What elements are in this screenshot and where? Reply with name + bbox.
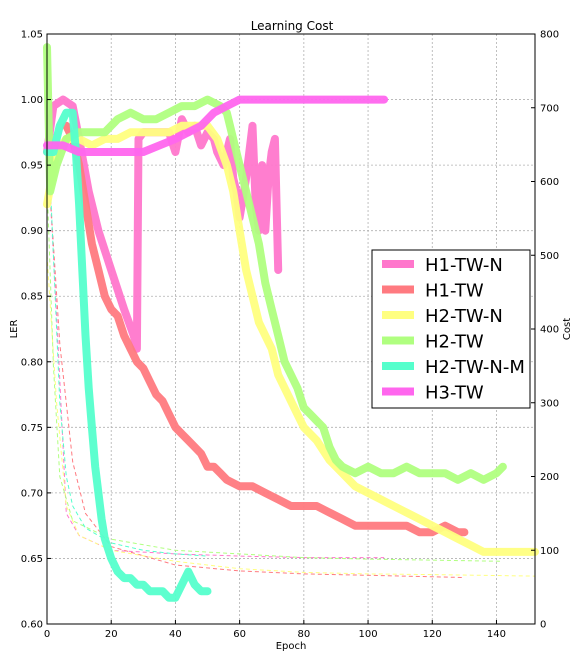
x-tick-label: 60 xyxy=(233,629,246,640)
y-tick-label: 0.90 xyxy=(21,226,43,237)
x-tick-label: 120 xyxy=(423,629,442,640)
legend-item-h3-tw: H3-TW xyxy=(382,383,484,404)
y2-tick-label: 0 xyxy=(540,620,546,631)
x-tick-label: 20 xyxy=(105,629,118,640)
x-tick-label: 80 xyxy=(297,629,310,640)
y-tick-label: 1.05 xyxy=(21,30,43,41)
ler-line-h1-tw xyxy=(62,121,469,537)
y2-tick-label: 600 xyxy=(540,177,559,188)
legend-item-h2-tw-n: H2-TW-N xyxy=(382,306,503,327)
x-tick-label: 40 xyxy=(169,629,182,640)
legend-item-h2-tw: H2-TW xyxy=(382,332,484,353)
y-tick-label: 0.95 xyxy=(21,161,43,172)
y-tick-label: 0.85 xyxy=(21,292,43,303)
y-axis-label: LER xyxy=(9,320,20,339)
legend-box xyxy=(371,249,531,409)
y2-tick-label: 500 xyxy=(540,251,559,262)
y2-tick-label: 200 xyxy=(540,472,559,483)
cost-line-h1-tw-n xyxy=(46,137,385,559)
ler-curves xyxy=(43,43,539,602)
y-tick-label: 0.80 xyxy=(21,357,43,368)
cost-line-h2-tw-n xyxy=(46,255,536,577)
y2-tick-label: 700 xyxy=(540,103,559,114)
y-tick-label: 0.70 xyxy=(21,488,43,499)
cost-line-h2-tw xyxy=(46,181,503,562)
y2-tick-label: 300 xyxy=(540,398,559,409)
y-tick-label: 0.65 xyxy=(21,554,43,565)
legend-label: H1-TW xyxy=(425,281,484,302)
x-tick-label: 140 xyxy=(487,629,506,640)
cost-curves xyxy=(46,107,536,578)
legend-label: H3-TW xyxy=(425,383,484,404)
legend-item-h1-tw: H1-TW xyxy=(382,281,484,302)
legend-label: H2-TW xyxy=(425,332,484,353)
legend: H1-TW-N H1-TW H2-TW-N H2-TW H2-TW-N-M H3-TW xyxy=(371,249,531,409)
y2-axis-ticks: 0 100 200 300 400 500 600 700 800 xyxy=(531,30,559,631)
x-tick-label: 0 xyxy=(44,629,50,640)
y-tick-label: 0.75 xyxy=(21,423,43,434)
y2-tick-label: 100 xyxy=(540,546,559,557)
x-tick-label: 100 xyxy=(359,629,378,640)
ler-line-h2-tw xyxy=(43,43,507,484)
y-tick-label: 0.60 xyxy=(21,620,43,631)
y2-tick-label: 800 xyxy=(540,30,559,41)
x-axis-label: Epoch xyxy=(276,641,307,652)
x-axis-ticks: 0 20 40 60 80 100 120 140 xyxy=(44,620,506,640)
legend-label: H2-TW-N-M xyxy=(425,357,525,378)
ler-line-h3-tw xyxy=(43,95,389,156)
y-axis-ticks: 0.60 0.65 0.70 0.75 0.80 0.85 0.90 0.95 1.00 1.05 xyxy=(21,30,51,631)
y2-tick-label: 400 xyxy=(540,325,559,336)
chart-title: Learning Cost xyxy=(251,19,334,33)
y-tick-label: 1.00 xyxy=(21,95,43,106)
ler-line-h2-tw-n xyxy=(43,121,539,556)
legend-label: H2-TW-N xyxy=(425,306,503,327)
legend-item-h1-tw-n: H1-TW-N xyxy=(382,255,503,276)
legend-item-h2-tw-n-m: H2-TW-N-M xyxy=(382,357,525,378)
y2-axis-label: Cost xyxy=(562,318,573,340)
legend-label: H1-TW-N xyxy=(425,255,503,276)
